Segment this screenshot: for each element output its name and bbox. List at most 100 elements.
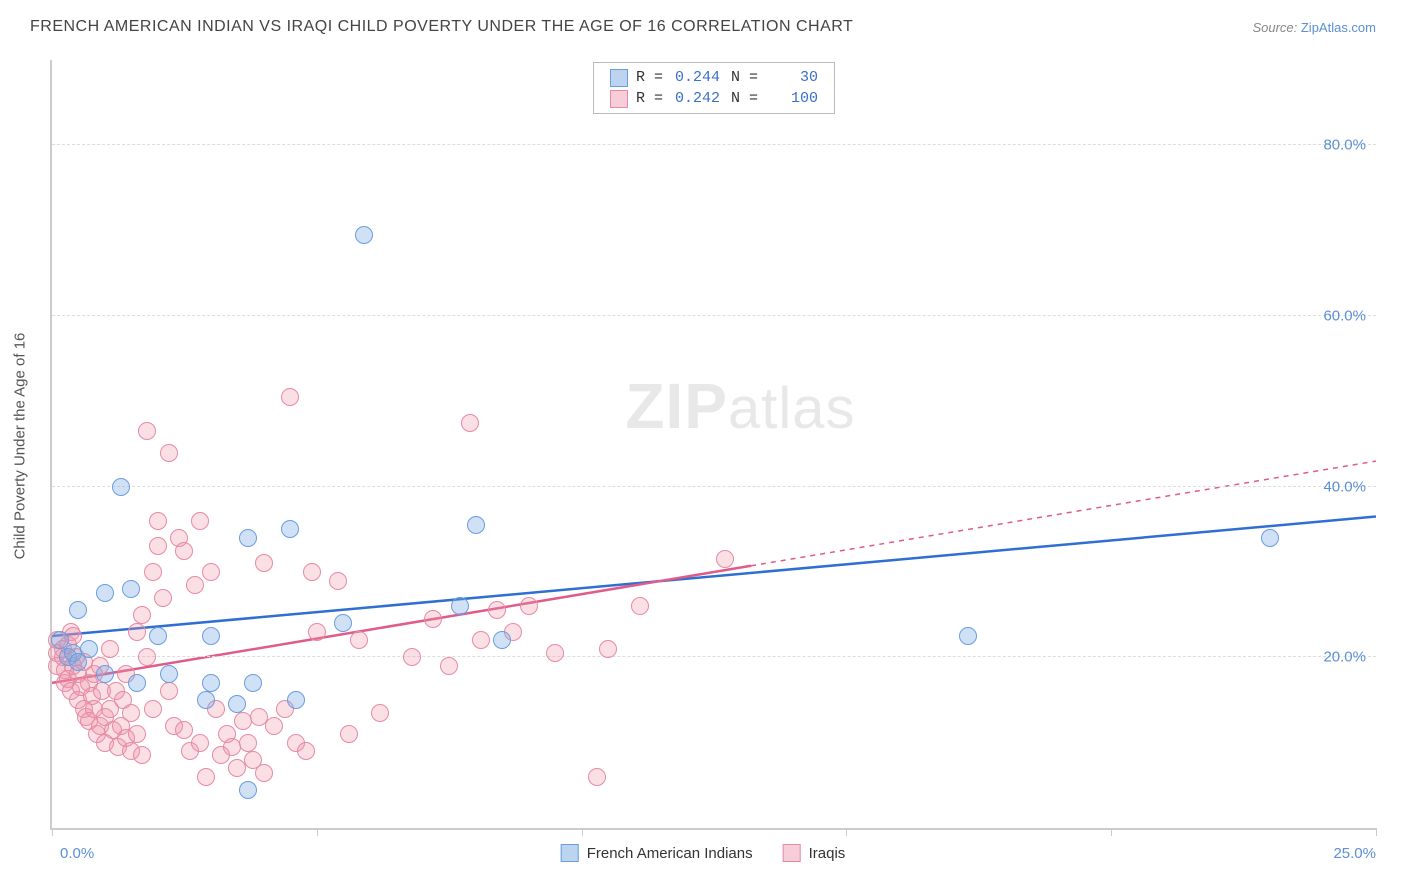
iraqis-point xyxy=(138,422,156,440)
iraqis-point xyxy=(128,623,146,641)
x-tick xyxy=(846,828,847,836)
french_american_indians-point xyxy=(80,640,98,658)
n-value: 30 xyxy=(770,67,818,88)
french_american_indians-point xyxy=(128,674,146,692)
iraqis-point xyxy=(191,512,209,530)
french_american_indians-point xyxy=(228,695,246,713)
french_american_indians-point xyxy=(149,627,167,645)
legend-label: French American Indians xyxy=(587,845,753,862)
y-gridline xyxy=(52,144,1376,145)
x-tick xyxy=(1111,828,1112,836)
iraqis-point xyxy=(716,550,734,568)
french_american_indians-point xyxy=(244,674,262,692)
series-legend: French American Indians Iraqis xyxy=(561,844,846,862)
correlation-stats-box: R = 0.244 N = 30 R = 0.242 N = 100 xyxy=(593,62,835,114)
iraqis-point xyxy=(160,444,178,462)
y-tick-label: 40.0% xyxy=(1323,478,1366,495)
scatter-plot-area: ZIPatlas R = 0.244 N = 30 R = 0.242 N = 100 20.… xyxy=(50,60,1376,830)
iraqis-point xyxy=(160,682,178,700)
french_american_indians-point xyxy=(281,520,299,538)
chart-title: FRENCH AMERICAN INDIAN VS IRAQI CHILD PO… xyxy=(30,18,853,36)
y-tick-label: 80.0% xyxy=(1323,137,1366,154)
iraqis-point xyxy=(133,606,151,624)
iraqis-point xyxy=(175,721,193,739)
r-value: 0.244 xyxy=(675,67,723,88)
iraqis-point xyxy=(488,601,506,619)
iraqis-point xyxy=(472,631,490,649)
iraqis-trendline xyxy=(52,566,751,683)
iraqis-point xyxy=(350,631,368,649)
r-label: R = xyxy=(636,67,663,88)
iraqis-point xyxy=(239,734,257,752)
watermark: ZIPatlas xyxy=(625,369,855,443)
x-tick xyxy=(317,828,318,836)
source-link[interactable]: ZipAtlas.com xyxy=(1301,20,1376,35)
french_american_indians-point xyxy=(202,674,220,692)
iraqis-legend-swatch-icon xyxy=(783,844,801,862)
iraqis-point xyxy=(440,657,458,675)
r-value: 0.242 xyxy=(675,88,723,109)
french_american_indians-point xyxy=(69,601,87,619)
iraqis-point xyxy=(520,597,538,615)
iraqis-point xyxy=(197,768,215,786)
x-axis-max-label: 25.0% xyxy=(1333,845,1376,862)
iraqis-point xyxy=(631,597,649,615)
iraqis-point xyxy=(191,734,209,752)
iraqis-point xyxy=(144,563,162,581)
iraqis-point xyxy=(546,644,564,662)
iraqis-point xyxy=(128,725,146,743)
iraqis-point xyxy=(202,563,220,581)
y-gridline xyxy=(52,486,1376,487)
source-attribution: Source: ZipAtlas.com xyxy=(1252,20,1376,35)
french_american_indians-point xyxy=(96,665,114,683)
iraqis-point xyxy=(329,572,347,590)
y-tick-label: 20.0% xyxy=(1323,649,1366,666)
iraqis-point xyxy=(599,640,617,658)
r-label: R = xyxy=(636,88,663,109)
french_american_indians-point xyxy=(239,529,257,547)
iraqis-point xyxy=(101,640,119,658)
x-tick xyxy=(1376,828,1377,836)
french_american_indians-point xyxy=(959,627,977,645)
iraqis-point xyxy=(281,388,299,406)
french_american_indians-swatch-icon xyxy=(610,69,628,87)
iraqis-point xyxy=(149,537,167,555)
n-value: 100 xyxy=(770,88,818,109)
french_american_indians-point xyxy=(451,597,469,615)
french_american_indians-point xyxy=(160,665,178,683)
iraqis-point xyxy=(303,563,321,581)
french_american_indians-point xyxy=(1261,529,1279,547)
n-label: N = xyxy=(731,88,758,109)
y-axis-title: Child Poverty Under the Age of 16 xyxy=(12,333,29,560)
iraqis-point xyxy=(149,512,167,530)
iraqis-point xyxy=(255,764,273,782)
iraqis-swatch-icon xyxy=(610,90,628,108)
stats-row-iraqis: R = 0.242 N = 100 xyxy=(610,88,818,109)
iraqis-point xyxy=(403,648,421,666)
iraqis-point xyxy=(265,717,283,735)
french_american_indians-legend-swatch-icon xyxy=(561,844,579,862)
iraqis-point xyxy=(144,700,162,718)
french_american_indians-point xyxy=(493,631,511,649)
french_american_indians-point xyxy=(197,691,215,709)
french_american_indians-point xyxy=(355,226,373,244)
french_american_indians-point xyxy=(112,478,130,496)
iraqis-point xyxy=(308,623,326,641)
legend-label: Iraqis xyxy=(809,845,846,862)
iraqis-point xyxy=(154,589,172,607)
iraqis-point xyxy=(133,746,151,764)
french_american_indians-point xyxy=(96,584,114,602)
iraqis-point xyxy=(175,542,193,560)
iraqis-point xyxy=(255,554,273,572)
iraqis-point xyxy=(297,742,315,760)
iraqis-point xyxy=(186,576,204,594)
stats-row-french_american_indians: R = 0.244 N = 30 xyxy=(610,67,818,88)
iraqis-trendline-extrapolated xyxy=(751,461,1376,566)
legend-item-iraqis: Iraqis xyxy=(783,844,846,862)
iraqis-point xyxy=(138,648,156,666)
iraqis-point xyxy=(461,414,479,432)
iraqis-point xyxy=(340,725,358,743)
n-label: N = xyxy=(731,67,758,88)
legend-item-french_american_indians: French American Indians xyxy=(561,844,753,862)
x-axis-min-label: 0.0% xyxy=(60,845,94,862)
